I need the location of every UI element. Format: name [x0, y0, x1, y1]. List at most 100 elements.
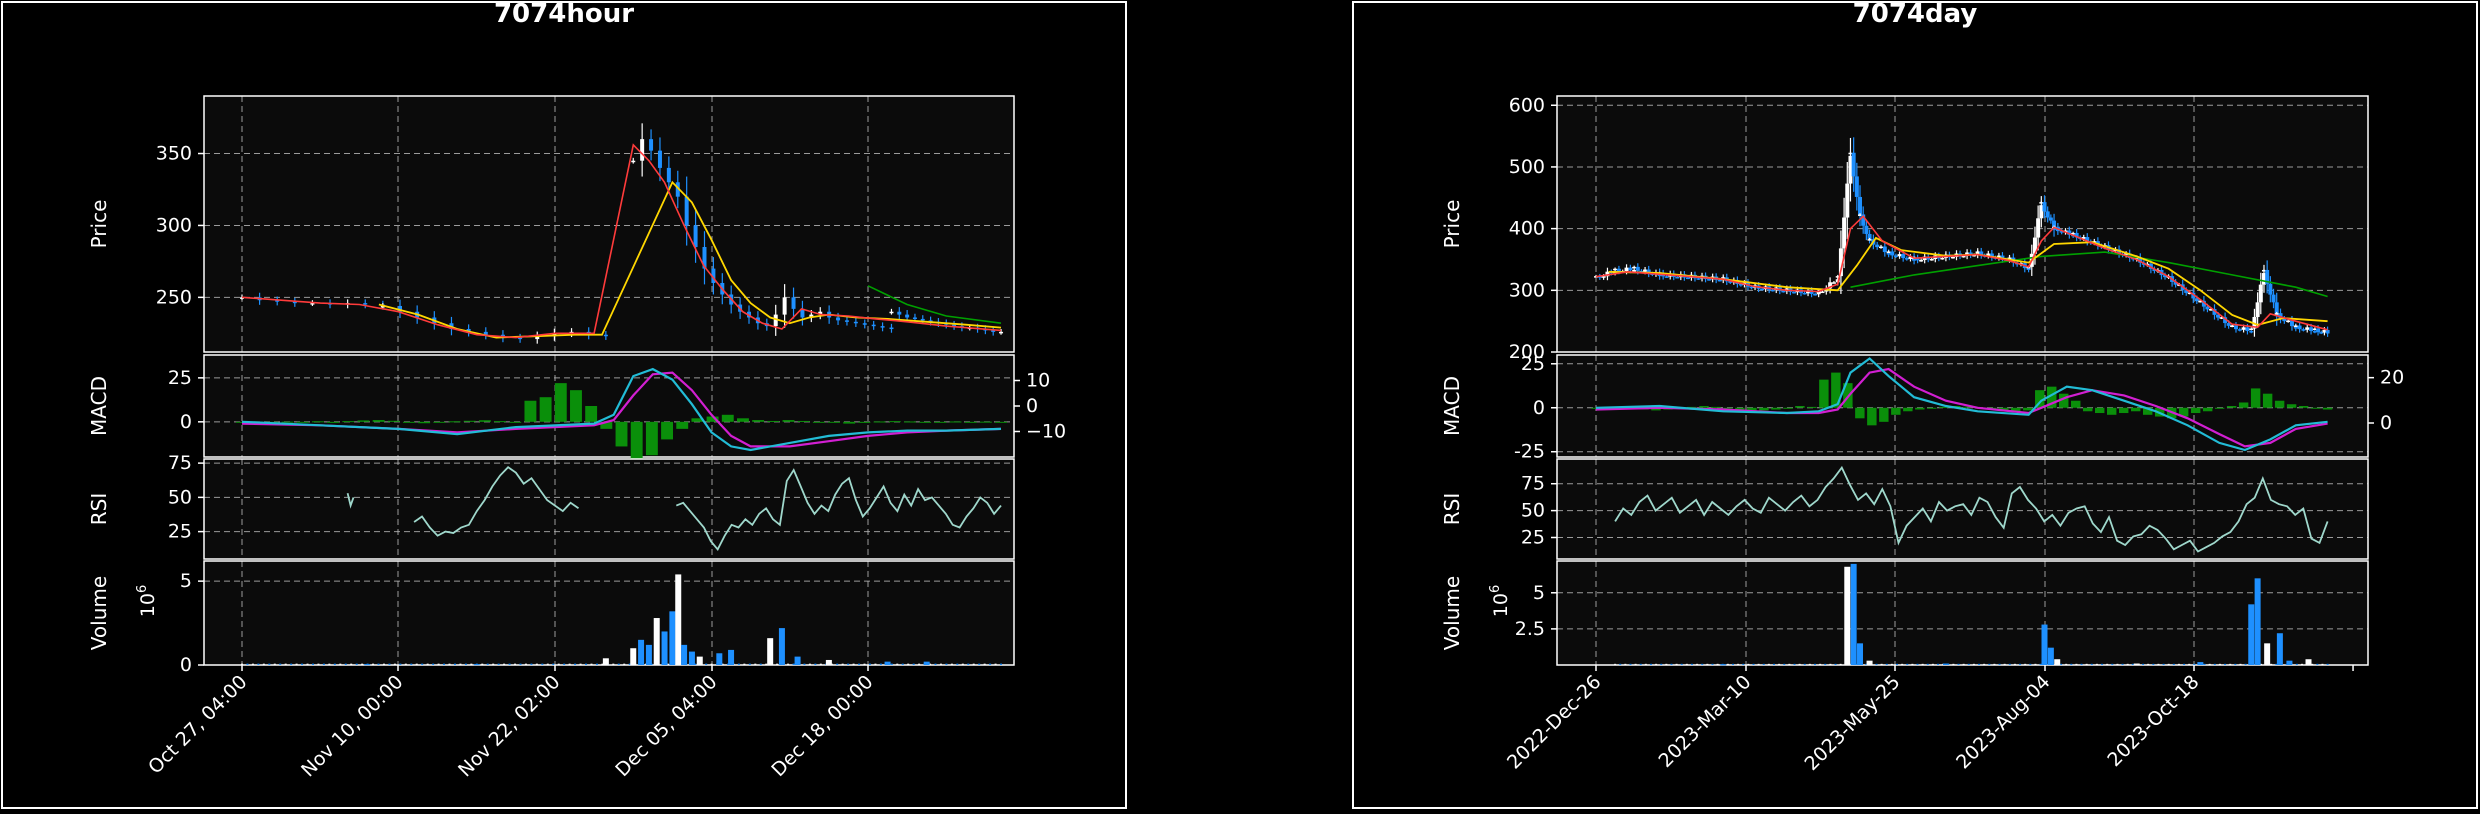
- volume-bar: [2060, 663, 2063, 665]
- volume-bar: [681, 644, 688, 665]
- volume-bar: [1716, 663, 1719, 665]
- macd-hist-bar: [494, 421, 507, 423]
- volume-bar: [2070, 663, 2073, 665]
- volume-bar: [306, 663, 309, 665]
- volume-bar: [923, 661, 930, 665]
- volume-bar: [257, 663, 260, 665]
- rsi-ytick-label: 25: [168, 521, 192, 543]
- volume-bar: [1916, 663, 1919, 665]
- price-ytick-label: 200: [1509, 341, 1545, 363]
- volume-bar: [1998, 663, 2001, 665]
- macd-hist-bar: [843, 421, 856, 424]
- price-candle: [2026, 268, 2031, 270]
- volume-bar: [645, 644, 652, 665]
- price-candle: [1707, 279, 1712, 281]
- volume-bar: [907, 663, 910, 665]
- volume-bar: [2095, 663, 2098, 665]
- price-candle: [844, 320, 849, 322]
- macd-right-ytick-label: 0: [1026, 395, 1038, 417]
- macd-hist-bar: [281, 421, 294, 423]
- price-candle: [1875, 244, 1880, 248]
- price-candle: [952, 324, 957, 327]
- volume-bar: [2162, 663, 2165, 665]
- price-candle: [2297, 325, 2302, 330]
- volume-bar: [2106, 663, 2109, 665]
- volume-bar: [1803, 663, 1806, 665]
- macd-hist-bar: [418, 421, 431, 424]
- volume-bar: [563, 663, 566, 665]
- macd-hist-bar: [1747, 407, 1757, 412]
- volume-bar: [2126, 663, 2129, 665]
- macd-hist-bar: [2214, 407, 2225, 409]
- price-ytick-label: 300: [156, 214, 192, 236]
- price-candle: [1616, 268, 1621, 272]
- volume-bar: [1819, 663, 1822, 665]
- volume-bar: [754, 663, 757, 665]
- rsi-ytick-label: 75: [1521, 473, 1545, 495]
- volume-bar: [890, 663, 893, 665]
- price-candle: [1749, 286, 1754, 289]
- price-panel-bg: [204, 96, 1014, 352]
- volume-bar: [2047, 647, 2054, 665]
- volume-bar: [1737, 663, 1740, 665]
- volume-bar: [415, 663, 418, 665]
- macd-hist-bar: [1651, 407, 1661, 411]
- volume-bar: [2065, 663, 2068, 665]
- volume-bar: [2039, 663, 2042, 665]
- macd-hist-bar: [463, 420, 476, 422]
- price-candle: [2219, 317, 2224, 319]
- macd-hist-bar: [661, 421, 674, 440]
- volume-bar: [1696, 663, 1699, 665]
- macd-right-ytick-label: −10: [1026, 421, 1066, 443]
- volume-bar: [311, 663, 314, 665]
- volume-ytick-label: 0: [180, 654, 192, 676]
- macd-hist-bar: [2071, 400, 2081, 408]
- macd-hist-bar: [812, 421, 825, 423]
- volume-bar: [2239, 663, 2242, 665]
- volume-panel-bg: [1557, 561, 2368, 665]
- macd-ytick-label: -25: [1514, 441, 1545, 463]
- volume-bar: [2264, 643, 2271, 665]
- macd-hist-bar: [2310, 407, 2321, 409]
- price-ytick-label: 250: [156, 286, 192, 308]
- volume-bar: [653, 618, 660, 665]
- price-candle: [1717, 279, 1722, 282]
- volume-bar: [630, 648, 637, 665]
- price-candle: [1854, 176, 1859, 197]
- volume-bar: [2080, 663, 2083, 665]
- volume-bar: [486, 663, 489, 665]
- volume-bar: [874, 663, 877, 665]
- price-candle: [1867, 239, 1872, 241]
- macd-hist-bar: [706, 416, 719, 422]
- price-candle: [363, 303, 368, 305]
- volume-bar: [918, 663, 921, 665]
- volume-bar: [1644, 663, 1647, 665]
- volume-bar: [2188, 663, 2191, 665]
- volume-bar: [503, 663, 506, 665]
- price-candle: [1879, 246, 1884, 249]
- volume-bar: [557, 663, 560, 665]
- price-candle: [1831, 282, 1836, 284]
- volume-bar: [1665, 663, 1668, 665]
- price-candle: [1858, 196, 1863, 215]
- price-candle: [1643, 269, 1648, 272]
- price-candle: [2316, 328, 2321, 333]
- macd-hist-bar: [2142, 407, 2153, 415]
- price-candle: [1635, 266, 1640, 271]
- volume-bar: [1720, 664, 1727, 666]
- price-candle: [1886, 252, 1891, 255]
- price-candle: [292, 301, 297, 304]
- price-panel-frame: [1556, 95, 2369, 353]
- price-candle: [2067, 230, 2072, 235]
- volume-bar: [743, 663, 746, 665]
- macd-hist-bar: [311, 421, 324, 423]
- volume-bar: [1957, 663, 1960, 665]
- volume-bar: [2041, 624, 2048, 665]
- price-candle: [2230, 325, 2235, 327]
- price-candle: [880, 326, 885, 328]
- macd-hist-bar: [1891, 407, 1901, 415]
- price-candle: [2007, 257, 2012, 260]
- macd-hist-bar: [2286, 404, 2297, 408]
